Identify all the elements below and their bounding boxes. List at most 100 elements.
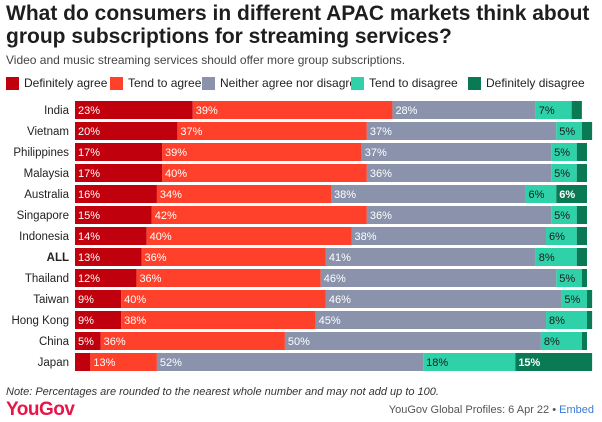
bar-segment[interactable] — [121, 290, 326, 308]
bar-segment[interactable] — [351, 227, 547, 245]
bar-segment[interactable] — [535, 248, 577, 266]
data-label: 6% — [529, 189, 545, 201]
data-label: 5% — [559, 273, 575, 285]
bar-segment[interactable] — [100, 332, 285, 350]
data-label: 36% — [370, 210, 392, 222]
bar-segment[interactable] — [556, 269, 582, 287]
bar-segment[interactable] — [576, 143, 587, 161]
bar-segment[interactable] — [75, 164, 163, 182]
source-line: YouGov Global Profiles: 6 Apr 22 • Embed — [389, 404, 594, 416]
bar-segment[interactable] — [556, 185, 587, 203]
bar-segment[interactable] — [156, 185, 331, 203]
data-label: 16% — [78, 189, 100, 201]
bar-segment[interactable] — [75, 332, 101, 350]
bar-segment[interactable] — [75, 311, 122, 329]
bar-segment[interactable] — [75, 248, 142, 266]
bar-segment[interactable] — [75, 353, 91, 371]
bar-segment[interactable] — [325, 290, 562, 308]
legend-swatch — [110, 76, 123, 90]
data-label: 5% — [78, 336, 94, 348]
bar-segment[interactable] — [136, 269, 321, 287]
bar-segment[interactable] — [75, 206, 152, 224]
data-label: 28% — [395, 105, 417, 117]
stacked-bar-chart: India 23% 39% 28% 7%Vietnam 20% 37% 37% 5%Philip… — [11, 101, 593, 371]
bar-segment[interactable] — [151, 206, 367, 224]
bar-segment[interactable] — [576, 206, 587, 224]
bar-segment[interactable] — [581, 269, 587, 287]
data-label: 39% — [165, 147, 187, 159]
bar-segment[interactable] — [162, 143, 362, 161]
data-label: 40% — [165, 168, 187, 180]
chart-subtitle: Video and music streaming services shoul… — [6, 53, 406, 67]
bar-segment[interactable] — [75, 122, 178, 140]
data-label: 5% — [554, 210, 570, 222]
bar-row: Philippines 17% 39% 37% 5% — [13, 143, 587, 161]
embed-link[interactable]: Embed — [559, 404, 594, 416]
bar-segment[interactable] — [546, 311, 587, 329]
bar-segment[interactable] — [423, 353, 516, 371]
bar-segment[interactable] — [515, 353, 593, 371]
bar-segment[interactable] — [561, 290, 587, 308]
bar-segment[interactable] — [546, 227, 577, 245]
bar-segment[interactable] — [361, 143, 552, 161]
bar-segment[interactable] — [540, 332, 582, 350]
bar-segment[interactable] — [320, 269, 557, 287]
bar-segment[interactable] — [587, 290, 593, 308]
legend-label: Tend to agree — [128, 76, 202, 90]
bar-segment[interactable] — [366, 122, 557, 140]
bar-segment[interactable] — [525, 185, 557, 203]
bar-segment[interactable] — [366, 164, 552, 182]
data-label: 8% — [544, 336, 560, 348]
bar-segment[interactable] — [587, 311, 593, 329]
data-label: 15% — [518, 357, 540, 369]
bar-segment[interactable] — [576, 248, 587, 266]
bar-segment[interactable] — [571, 101, 582, 119]
bar-segment[interactable] — [551, 143, 577, 161]
bar-segment[interactable] — [146, 227, 352, 245]
bar-segment[interactable] — [576, 164, 587, 182]
data-label: 17% — [78, 168, 100, 180]
category-label: Hong Kong — [11, 315, 69, 327]
bar-segment[interactable] — [141, 248, 326, 266]
bar-segment[interactable] — [556, 122, 582, 140]
bar-segment[interactable] — [551, 164, 577, 182]
bar-segment[interactable] — [75, 269, 137, 287]
bar-segment[interactable] — [177, 122, 367, 140]
data-label: 36% — [104, 336, 126, 348]
bar-segment[interactable] — [366, 206, 552, 224]
bar-segment[interactable] — [75, 290, 122, 308]
bar-segment[interactable] — [75, 143, 163, 161]
data-label: 9% — [78, 294, 94, 306]
bar-segment[interactable] — [551, 206, 577, 224]
bar-segment[interactable] — [75, 185, 157, 203]
bar-segment[interactable] — [75, 101, 193, 119]
bar-row: Indonesia 14% 40% 38% 6% — [19, 227, 587, 245]
bar-segment[interactable] — [331, 185, 526, 203]
bar-segment[interactable] — [284, 332, 541, 350]
bar-segment[interactable] — [315, 311, 547, 329]
data-label: 45% — [319, 315, 341, 327]
data-label: 7% — [539, 105, 555, 117]
bar-segment[interactable] — [156, 353, 424, 371]
bar-segment[interactable] — [75, 227, 147, 245]
bar-segment[interactable] — [581, 332, 587, 350]
category-label: India — [44, 105, 70, 117]
bar-segment[interactable] — [121, 311, 316, 329]
legend-swatch — [468, 76, 481, 90]
bar-row: Japan 13% 52% 18% 15% — [38, 353, 593, 371]
bar-segment[interactable] — [581, 122, 593, 140]
data-label: 36% — [370, 168, 392, 180]
bar-segment[interactable] — [90, 353, 157, 371]
bar-row: India 23% 39% 28% 7% — [44, 101, 582, 119]
category-label: China — [39, 336, 70, 348]
legend-item: Tend to disagree — [351, 75, 458, 91]
bar-segment[interactable] — [535, 101, 572, 119]
bar-segment[interactable] — [162, 164, 367, 182]
bar-segment[interactable] — [392, 101, 536, 119]
yougov-logo[interactable]: YouGov — [6, 399, 75, 420]
bar-row: China 5% 36% 50% 8% — [39, 332, 587, 350]
bar-segment[interactable] — [576, 227, 587, 245]
data-label: 5% — [554, 168, 570, 180]
bar-segment[interactable] — [325, 248, 536, 266]
bar-segment[interactable] — [192, 101, 393, 119]
